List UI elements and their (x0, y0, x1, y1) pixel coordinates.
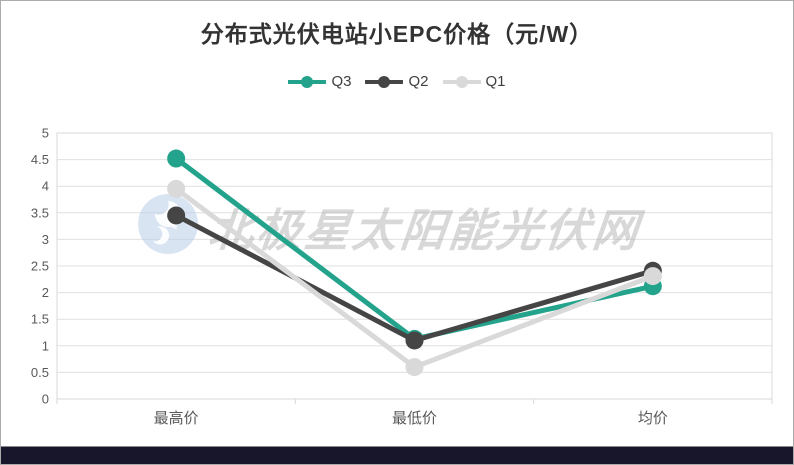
y-tick-label: 2 (42, 285, 49, 300)
series-marker-q1 (167, 179, 186, 198)
y-tick-label: 2.5 (31, 259, 49, 274)
y-tick-label: 4.5 (31, 152, 49, 167)
legend-item-q2: Q2 (365, 73, 429, 90)
y-tick-label: 1 (42, 338, 49, 353)
series-line-q3 (173, 156, 656, 342)
plot-frame (56, 132, 773, 400)
x-category-label: 均价 (638, 410, 668, 427)
legend: Q3 Q2 Q1 (1, 73, 793, 90)
y-tick-label: 3 (42, 232, 49, 247)
y-tick-label: 3.5 (31, 205, 49, 220)
legend-swatch-icon (442, 75, 481, 88)
footer-bar (1, 446, 793, 464)
y-tick-label: 4 (42, 179, 49, 194)
plot-series (167, 149, 662, 377)
y-tick-label: 5 (42, 126, 49, 141)
series-marker-q3 (167, 149, 186, 168)
series-marker-q2 (167, 206, 186, 225)
x-category-label: 最低价 (392, 410, 437, 427)
x-category-label: 最高价 (154, 410, 199, 427)
chart-title: 分布式光伏电站小EPC价格（元/W） (200, 21, 594, 47)
y-tick-label: 0.5 (31, 365, 49, 380)
series-line-q2 (173, 212, 656, 344)
series-marker-q1 (405, 358, 424, 377)
legend-swatch-icon (365, 75, 404, 88)
y-tick-label: 0 (42, 392, 49, 407)
series-marker-q2 (405, 331, 424, 350)
legend-item-q3: Q3 (288, 73, 351, 90)
legend-swatch-icon (288, 75, 327, 88)
legend-label: Q2 (408, 73, 429, 90)
legend-item-q1: Q1 (442, 73, 506, 90)
series-marker-q1 (643, 267, 662, 286)
y-tick-label: 1.5 (31, 312, 49, 327)
legend-label: Q3 (331, 73, 352, 90)
legend-label: Q1 (485, 73, 506, 90)
